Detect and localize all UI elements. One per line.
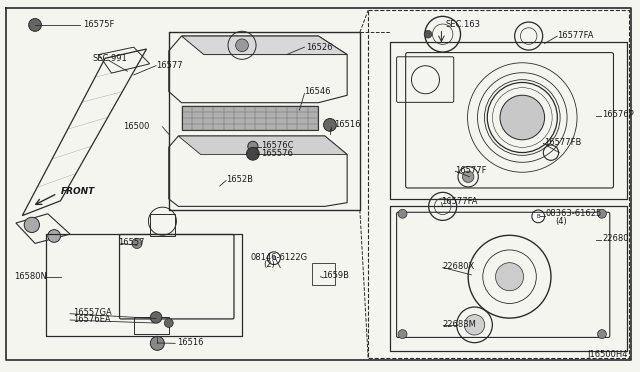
Text: 16577FB: 16577FB xyxy=(544,138,581,147)
Text: 16576C: 16576C xyxy=(261,141,294,150)
Text: FRONT: FRONT xyxy=(61,187,95,196)
Text: 22683M: 22683M xyxy=(443,320,477,328)
Circle shape xyxy=(598,209,606,218)
Circle shape xyxy=(48,230,61,242)
Text: 16580N: 16580N xyxy=(14,272,47,281)
Text: SEC.991: SEC.991 xyxy=(92,54,127,63)
Text: 08146-6122G: 08146-6122G xyxy=(250,253,307,262)
Circle shape xyxy=(236,39,248,52)
Circle shape xyxy=(164,318,173,327)
Text: 1652B: 1652B xyxy=(226,175,253,184)
Circle shape xyxy=(132,238,142,248)
Text: 16576P: 16576P xyxy=(602,110,634,119)
Text: 16546: 16546 xyxy=(305,87,331,96)
Text: (4): (4) xyxy=(556,217,567,226)
Text: J16500H4: J16500H4 xyxy=(587,350,627,359)
Text: (2): (2) xyxy=(263,260,275,269)
Text: 08363-61625: 08363-61625 xyxy=(545,209,602,218)
Circle shape xyxy=(465,315,484,335)
Text: 1659B: 1659B xyxy=(322,272,349,280)
Text: 16575F: 16575F xyxy=(83,20,114,29)
Text: 165576: 165576 xyxy=(261,149,293,158)
Circle shape xyxy=(248,141,258,151)
Text: 16557GA: 16557GA xyxy=(73,308,112,317)
Text: 16577: 16577 xyxy=(156,61,182,70)
Circle shape xyxy=(398,209,407,218)
Text: 16526: 16526 xyxy=(306,43,332,52)
Circle shape xyxy=(150,312,162,323)
Circle shape xyxy=(24,217,40,232)
Text: SEC.163: SEC.163 xyxy=(446,20,481,29)
Polygon shape xyxy=(182,106,319,131)
Polygon shape xyxy=(182,36,347,55)
Text: 16516: 16516 xyxy=(177,338,204,347)
Text: B: B xyxy=(272,256,276,261)
Circle shape xyxy=(150,336,164,350)
Polygon shape xyxy=(179,136,347,154)
Circle shape xyxy=(29,19,42,31)
Circle shape xyxy=(424,31,432,38)
Text: B: B xyxy=(536,214,540,219)
Text: 16577FA: 16577FA xyxy=(442,197,478,206)
Circle shape xyxy=(532,210,545,223)
Text: 16577FA: 16577FA xyxy=(557,31,594,40)
Text: 16500: 16500 xyxy=(124,122,150,131)
Circle shape xyxy=(324,119,336,131)
Text: 22680X: 22680X xyxy=(443,262,475,271)
Circle shape xyxy=(500,95,545,140)
Circle shape xyxy=(598,330,606,339)
Circle shape xyxy=(398,330,407,339)
Circle shape xyxy=(463,171,474,183)
Circle shape xyxy=(495,263,524,291)
Circle shape xyxy=(246,147,259,160)
Text: 16577F: 16577F xyxy=(456,166,487,175)
Text: 16516: 16516 xyxy=(335,121,361,129)
Text: 22680: 22680 xyxy=(602,234,628,243)
Text: 16557: 16557 xyxy=(118,238,145,247)
Circle shape xyxy=(268,252,280,264)
Text: 16576EA: 16576EA xyxy=(73,315,111,324)
